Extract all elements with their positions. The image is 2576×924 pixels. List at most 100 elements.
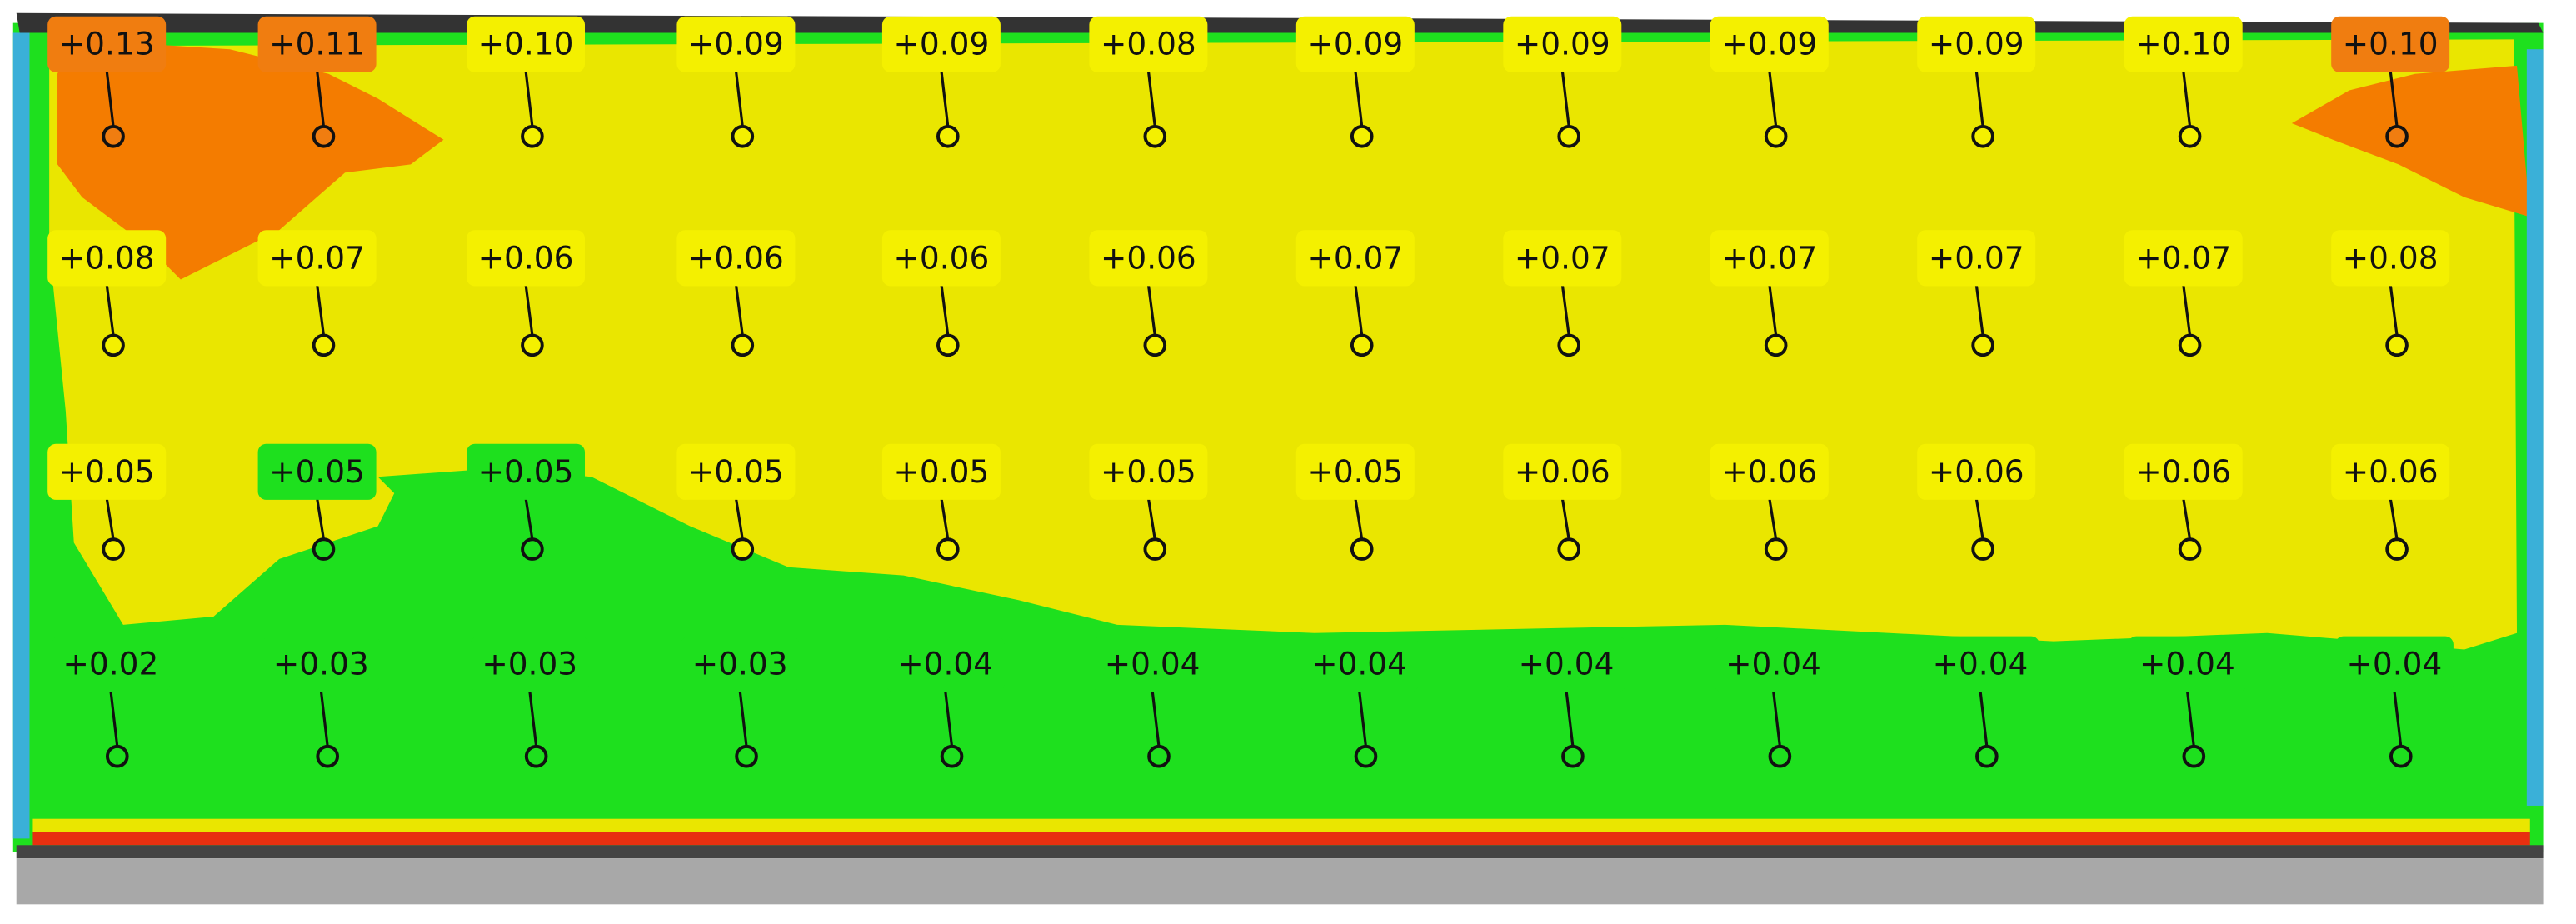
leader-line — [105, 497, 115, 540]
marker: +0.04 — [1300, 636, 1419, 768]
marker: +0.05 — [676, 443, 796, 561]
deviation-label: +0.04 — [1311, 646, 1407, 682]
leader-line — [109, 690, 119, 747]
marker-dot — [1143, 333, 1167, 357]
marker: +0.07 — [1503, 230, 1622, 357]
marker: +0.09 — [881, 16, 1001, 148]
marker: +0.06 — [676, 230, 796, 357]
marker: +0.08 — [2331, 230, 2450, 357]
label-box — [2331, 443, 2450, 500]
deviation-label: +0.06 — [2343, 453, 2439, 490]
marker-dot — [1143, 537, 1167, 561]
leader-line — [1974, 284, 1984, 336]
top-frame — [16, 12, 2544, 33]
marker: +0.07 — [1917, 230, 2036, 357]
marker-dot — [1768, 744, 1792, 768]
label-box — [2128, 636, 2247, 692]
label-box — [2331, 16, 2450, 72]
deviation-label: +0.09 — [1721, 26, 1817, 62]
marker-dot — [1350, 124, 1374, 148]
label-box — [467, 230, 586, 287]
marker-dot — [1561, 744, 1585, 768]
marker: +0.04 — [2128, 636, 2247, 768]
marker-dot — [312, 124, 336, 148]
marker: +0.06 — [1917, 443, 2036, 561]
marker: +0.09 — [1295, 16, 1415, 148]
deviation-label: +0.06 — [688, 239, 784, 276]
marker: +0.04 — [2334, 636, 2454, 768]
deviation-label: +0.09 — [688, 26, 784, 62]
leader-line — [1560, 284, 1570, 336]
deviation-label: +0.05 — [688, 453, 784, 490]
marker: +0.05 — [1295, 443, 1415, 561]
leader-line — [940, 284, 950, 336]
leader-line — [1974, 497, 1984, 540]
yellow-zone — [49, 39, 2518, 650]
marker: +0.11 — [257, 16, 377, 148]
marker-dot — [731, 124, 755, 148]
bottom-red-strip — [32, 832, 2530, 846]
marker: +0.06 — [1710, 443, 1829, 561]
base-plate — [16, 858, 2544, 905]
leader-line — [2389, 284, 2399, 336]
marker-dot — [1557, 124, 1581, 148]
deviation-label: +0.03 — [692, 646, 788, 682]
leader-line — [2393, 690, 2403, 747]
leader-line — [1771, 690, 1781, 747]
label-box — [881, 16, 1001, 72]
label-box — [1295, 230, 1415, 287]
deviation-label: +0.06 — [2135, 453, 2231, 490]
marker: +0.03 — [262, 636, 381, 768]
label-box — [681, 636, 800, 692]
marker-dot — [312, 333, 336, 357]
leader-line — [524, 284, 534, 336]
leader-line — [944, 690, 954, 747]
label-box — [257, 16, 377, 72]
deviation-label: +0.11 — [269, 26, 365, 62]
marker-dot — [102, 537, 125, 561]
label-box — [881, 230, 1001, 287]
marker: +0.06 — [2124, 443, 2243, 561]
marker-dot — [1557, 333, 1581, 357]
marker: +0.04 — [1507, 636, 1626, 768]
label-box — [1507, 636, 1626, 692]
marker-dot — [521, 124, 544, 148]
deviation-label: +0.06 — [1101, 239, 1196, 276]
label-box — [262, 636, 381, 692]
marker-dot — [1764, 537, 1788, 561]
marker: +0.07 — [1295, 230, 1415, 357]
label-box — [1917, 443, 2036, 500]
leader-line — [1974, 70, 1984, 127]
leader-line — [524, 70, 534, 127]
marker-dot — [1971, 333, 1994, 357]
leader-line — [1354, 497, 1364, 540]
deviation-label: +0.04 — [2347, 646, 2443, 682]
marker-dot — [2385, 537, 2409, 561]
marker-dot — [1147, 744, 1171, 768]
marker: +0.13 — [47, 16, 167, 148]
label-box — [467, 443, 586, 500]
deviation-label: +0.05 — [269, 453, 365, 490]
marker: +0.09 — [1710, 16, 1829, 148]
label-box — [1710, 443, 1829, 500]
leader-line — [105, 284, 115, 336]
marker: +0.04 — [1093, 636, 1212, 768]
deviation-label: +0.06 — [478, 239, 574, 276]
leader-line — [1354, 284, 1364, 336]
label-box — [881, 443, 1001, 500]
deviation-label: +0.05 — [478, 453, 574, 490]
leader-line — [319, 690, 329, 747]
marker-dot — [940, 744, 964, 768]
deviation-label: +0.08 — [2343, 239, 2439, 276]
marker-dot — [2385, 333, 2409, 357]
label-box — [2124, 16, 2243, 72]
marker-dot — [102, 333, 125, 357]
leader-line — [734, 497, 744, 540]
orange-zone-right — [2291, 65, 2530, 217]
label-box — [1714, 636, 1833, 692]
label-box — [676, 230, 796, 287]
marker-dot — [105, 744, 129, 768]
deviation-label: +0.07 — [1515, 239, 1610, 276]
deviation-label: +0.06 — [1721, 453, 1817, 490]
